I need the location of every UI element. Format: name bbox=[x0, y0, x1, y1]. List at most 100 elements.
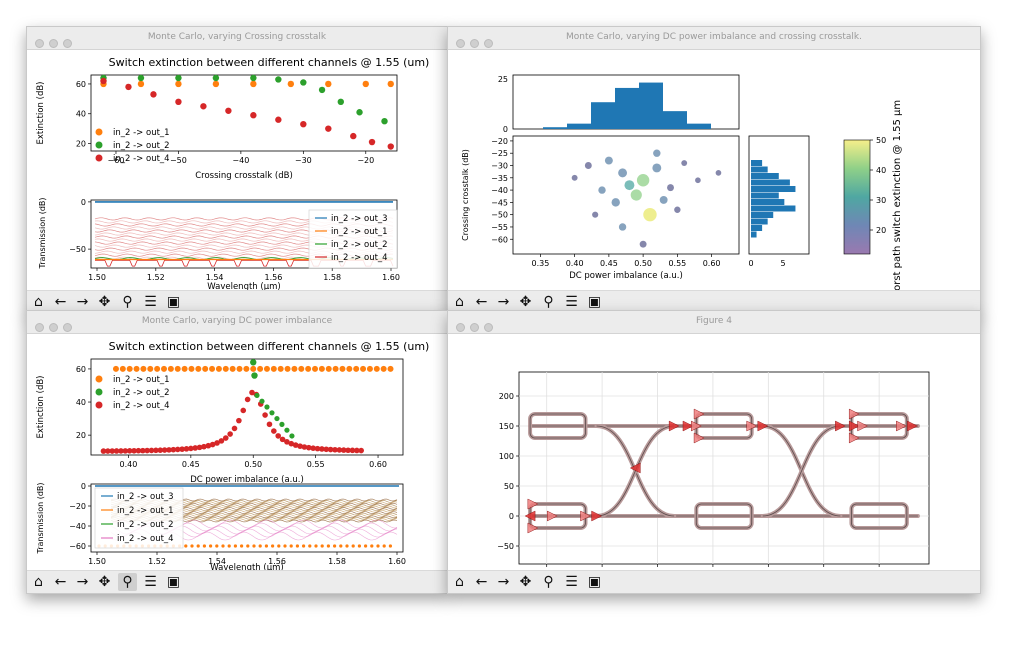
tick-label: 0 bbox=[503, 125, 508, 134]
data-point bbox=[376, 544, 380, 548]
window-titlebar[interactable]: Monte Carlo, varying DC power imbalance bbox=[27, 311, 447, 334]
data-point bbox=[300, 120, 307, 128]
data-point bbox=[325, 365, 332, 372]
data-point bbox=[598, 186, 606, 194]
zoom-button[interactable] bbox=[484, 39, 493, 48]
configure-subplots-icon[interactable]: ☰ bbox=[144, 294, 157, 310]
data-point bbox=[318, 365, 325, 372]
window-title: Monte Carlo, varying Crossing crosstalk bbox=[147, 32, 327, 42]
histogram-bar bbox=[591, 102, 615, 129]
pan-icon[interactable]: ✥ bbox=[519, 294, 532, 310]
data-point bbox=[131, 447, 137, 454]
axes-frame bbox=[90, 74, 398, 152]
data-point bbox=[618, 168, 628, 178]
tick-label: 0.35 bbox=[531, 259, 549, 268]
data-point bbox=[251, 372, 258, 379]
window-titlebar[interactable]: Figure 4 bbox=[448, 311, 980, 334]
legend-marker bbox=[95, 401, 103, 409]
data-point bbox=[137, 80, 145, 88]
home-icon[interactable]: ⌂ bbox=[34, 294, 43, 310]
data-point bbox=[636, 174, 650, 187]
back-arrow-icon[interactable]: ← bbox=[54, 294, 67, 310]
home-icon[interactable]: ⌂ bbox=[455, 294, 464, 310]
data-point bbox=[360, 365, 367, 372]
minimize-button[interactable] bbox=[470, 39, 479, 48]
zoom-icon[interactable]: ⚲ bbox=[543, 294, 554, 310]
tick-label: 100 bbox=[499, 452, 514, 461]
zoom-icon[interactable]: ⚲ bbox=[118, 573, 137, 591]
minimize-button[interactable] bbox=[49, 39, 58, 48]
save-icon[interactable]: ▣ bbox=[587, 294, 602, 310]
tick-label: −50 bbox=[170, 156, 187, 165]
tick-label: 0.60 bbox=[369, 460, 387, 469]
data-point bbox=[118, 448, 124, 454]
data-point bbox=[154, 365, 161, 372]
forward-arrow-icon[interactable]: → bbox=[76, 574, 89, 590]
window-dc-imbalance-and-crosstalk: Monte Carlo, varying DC power imbalance … bbox=[447, 26, 981, 314]
configure-subplots-icon[interactable]: ☰ bbox=[144, 574, 157, 590]
tick-label: −55 bbox=[491, 223, 508, 232]
data-point bbox=[279, 436, 286, 443]
data-point bbox=[175, 80, 182, 88]
zoom-button[interactable] bbox=[63, 39, 72, 48]
home-icon[interactable]: ⌂ bbox=[34, 574, 43, 590]
window-titlebar[interactable]: Monte Carlo, varying Crossing crosstalk bbox=[27, 27, 447, 50]
close-button[interactable] bbox=[35, 39, 44, 48]
port-marker bbox=[546, 510, 558, 522]
data-point bbox=[266, 421, 273, 428]
save-icon[interactable]: ▣ bbox=[166, 294, 181, 310]
data-point bbox=[345, 544, 349, 548]
data-point bbox=[195, 365, 202, 372]
data-point bbox=[196, 544, 200, 548]
data-point bbox=[181, 365, 188, 372]
data-point bbox=[345, 447, 351, 454]
data-point bbox=[227, 544, 231, 548]
back-arrow-icon[interactable]: ← bbox=[475, 294, 488, 310]
minimize-button[interactable] bbox=[49, 323, 58, 332]
pan-icon[interactable]: ✥ bbox=[519, 574, 532, 590]
legend: in_2 -> out_3 in_2 -> out_1 in_2 -> out_… bbox=[308, 209, 398, 269]
data-point bbox=[190, 544, 194, 548]
port-marker bbox=[527, 498, 539, 510]
window-crossing-crosstalk: Monte Carlo, varying Crossing crosstalk … bbox=[26, 26, 448, 314]
data-point bbox=[332, 446, 338, 453]
data-point bbox=[388, 544, 392, 548]
back-arrow-icon[interactable]: ← bbox=[54, 574, 67, 590]
configure-subplots-icon[interactable]: ☰ bbox=[565, 294, 578, 310]
data-point bbox=[295, 544, 299, 548]
minimize-button[interactable] bbox=[470, 323, 479, 332]
data-point bbox=[695, 177, 701, 184]
configure-subplots-icon[interactable]: ☰ bbox=[565, 574, 578, 590]
zoom-button[interactable] bbox=[63, 323, 72, 332]
plot-title: Switch extinction between different chan… bbox=[109, 56, 430, 69]
forward-arrow-icon[interactable]: → bbox=[497, 294, 510, 310]
data-point bbox=[349, 447, 356, 454]
data-point bbox=[366, 365, 373, 372]
scatter-plot: 0.35 0.40 0.45 0.50 0.55 0.60 −20 −25 −30 −35 −40 −… bbox=[491, 137, 722, 268]
close-button[interactable] bbox=[456, 323, 465, 332]
close-button[interactable] bbox=[35, 323, 44, 332]
zoom-icon[interactable]: ⚲ bbox=[122, 294, 133, 310]
forward-arrow-icon[interactable]: → bbox=[76, 294, 89, 310]
save-icon[interactable]: ▣ bbox=[166, 574, 181, 590]
zoom-icon[interactable]: ⚲ bbox=[543, 574, 554, 590]
forward-arrow-icon[interactable]: → bbox=[497, 574, 510, 590]
data-point bbox=[308, 544, 312, 548]
data-point bbox=[630, 189, 642, 201]
data-point bbox=[222, 365, 229, 372]
histogram-bar bbox=[543, 127, 567, 129]
colorbar-label: Worst path switch extinction @ 1.55 μm bbox=[892, 100, 903, 291]
window-titlebar[interactable]: Monte Carlo, varying DC power imbalance … bbox=[448, 27, 980, 50]
pan-icon[interactable]: ✥ bbox=[98, 574, 111, 590]
save-icon[interactable]: ▣ bbox=[587, 574, 602, 590]
legend-marker bbox=[95, 154, 103, 162]
close-button[interactable] bbox=[456, 39, 465, 48]
back-arrow-icon[interactable]: ← bbox=[475, 574, 488, 590]
tick-label: −20 bbox=[491, 137, 508, 146]
data-point bbox=[243, 365, 250, 372]
data-point bbox=[150, 91, 157, 98]
zoom-button[interactable] bbox=[484, 323, 493, 332]
pan-icon[interactable]: ✥ bbox=[98, 294, 111, 310]
home-icon[interactable]: ⌂ bbox=[455, 574, 464, 590]
legend: in_2 -> out_3 in_2 -> out_1 in_2 -> out_… bbox=[94, 487, 184, 549]
